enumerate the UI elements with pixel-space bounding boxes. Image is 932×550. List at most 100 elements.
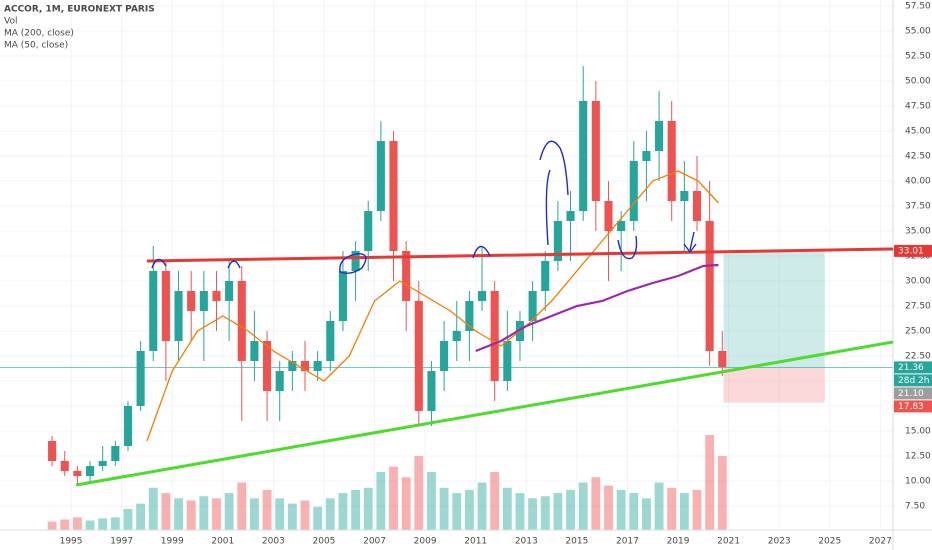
candle-body [553,221,562,261]
x-tick-label: 2023 [768,537,791,547]
y-tick-label: 25.00 [905,327,931,337]
drawing [539,140,569,246]
candle-body [440,341,449,371]
y-tick-label: 35.00 [905,227,931,237]
legend-entry: Vol [4,17,17,27]
candle [313,351,322,381]
candle-body [667,121,676,201]
y-tick-label: 52.50 [905,52,931,62]
x-tick-label: 2019 [667,537,690,547]
volume-bar [667,487,677,530]
candle [199,271,208,361]
volume-bar [338,493,348,530]
volume-bar [123,508,133,530]
candle-body [718,351,727,367]
candle [629,141,638,231]
x-tick-label: 2011 [464,537,487,547]
legend-entry: MA (50, close) [4,41,68,51]
volume-bar [616,489,626,530]
volume-bar [72,517,82,530]
y-tick-label: 37.50 [905,202,931,212]
volume-bar [578,482,588,530]
volume-bar [110,517,120,530]
candle-body [604,201,613,231]
trend-line [75,340,894,487]
volume-bar [641,498,651,530]
y-tick-label: 47.50 [905,102,931,112]
y-tick-label: 12.50 [905,452,931,462]
candle-body [617,221,626,231]
volume-bar [515,493,525,530]
volume-bar [705,435,715,530]
candle [85,461,95,481]
volume-bar [186,500,196,530]
candle-body [263,341,272,391]
hand-drawings [151,140,697,275]
volume-bar [490,471,500,530]
background [0,0,893,530]
candle-body [98,461,107,466]
y-tick-label: 55.00 [905,27,931,37]
candle-body [490,291,499,381]
price-tag [894,244,932,257]
volume-bar [60,519,70,530]
candle [528,281,537,341]
volume-bar [313,506,323,530]
candle [566,191,575,261]
volume-bar [212,498,221,530]
volume-bar [679,493,689,530]
candle [98,446,107,471]
candle [149,246,158,361]
y-tick-label: 45.00 [905,127,931,137]
drawing [151,258,167,269]
volume-bar [692,489,702,530]
candle [111,441,120,466]
candle-body [528,291,537,321]
candle [427,361,436,426]
volume-bar [161,493,171,530]
x-tick-label: 2003 [262,537,285,547]
volume-bar [502,487,512,530]
x-tick-label: 2021 [717,537,740,547]
volume-bar [249,498,259,530]
candle-body [389,141,398,251]
volume-bar [540,496,550,530]
volume-bar [401,477,411,530]
legend-entry: MA (200, close) [4,29,74,39]
candle [376,121,385,221]
y-tick-label: 42.50 [905,152,931,162]
candle-body [364,211,373,251]
x-tick-label: 2005 [313,537,336,547]
volume-bar [363,487,373,530]
volume-bar [389,466,398,530]
volume-bar [47,521,57,530]
candle [579,66,588,221]
x-tick-label: 2007 [363,537,386,547]
candle [275,361,284,421]
candle [515,311,525,361]
y-tick-label: 10.00 [905,477,931,487]
candle [642,131,651,201]
candle-body [692,191,702,221]
x-tick-label: 2001 [211,537,234,547]
candle-body [313,361,322,371]
candle-body [465,301,474,331]
candle-body [629,161,638,221]
candle [364,201,373,271]
volume-bar [629,493,639,530]
candle-body [326,321,335,361]
y-tick-label: 22.50 [905,352,931,362]
volume-bar [604,485,613,530]
trend-line [146,247,894,263]
candle [123,401,133,451]
candle-body [161,271,170,341]
volume-bar [287,503,297,530]
candle-body [427,371,436,411]
drawing [472,245,491,259]
y-tick-label: 40.00 [905,177,931,187]
candle [617,211,626,271]
candle [73,466,82,486]
candle-body [655,121,664,151]
price-tag-label: 17.83 [898,402,924,412]
candle [692,156,702,231]
